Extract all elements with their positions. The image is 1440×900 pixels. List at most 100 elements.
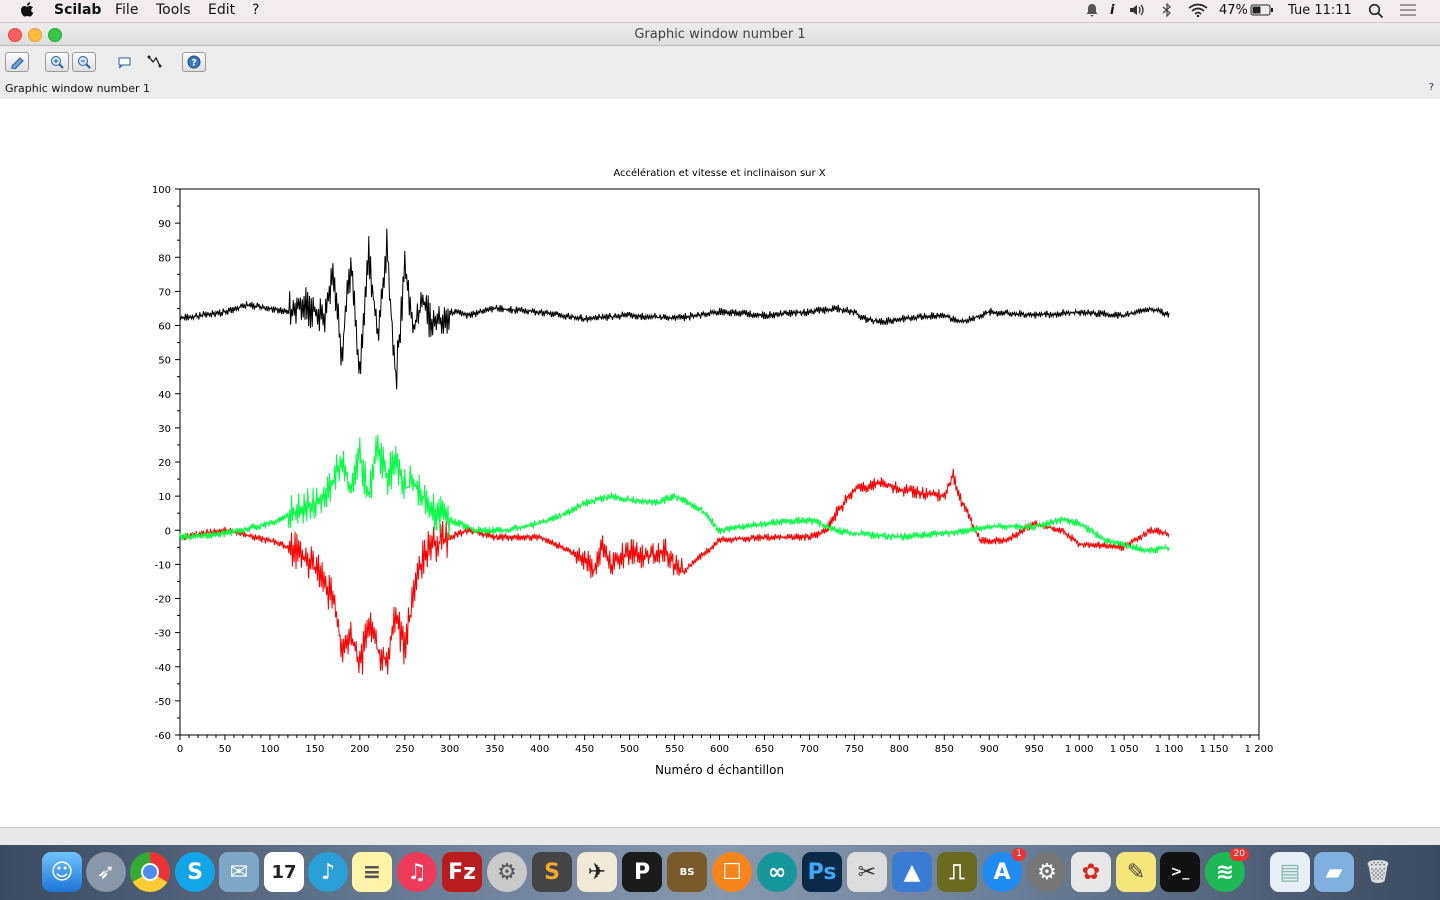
ibooks-icon[interactable]: ☐ (712, 852, 752, 892)
documents-stack-icon[interactable]: ▤ (1270, 852, 1310, 892)
y-tick-label: 60 (158, 322, 171, 333)
x-tick-label: 150 (305, 744, 324, 755)
bioshock-icon[interactable]: BS (667, 852, 707, 892)
notification-icon[interactable] (1085, 3, 1099, 21)
apple-icon[interactable] (20, 2, 34, 22)
y-tick-label: -40 (155, 663, 171, 674)
window-label: Graphic window number 1 (5, 82, 150, 95)
x-tick-label: 200 (350, 744, 369, 755)
music-icon[interactable]: ♫ (397, 852, 437, 892)
zoom-out-icon (78, 56, 91, 69)
rotate-button[interactable] (5, 52, 29, 72)
applications-folder-icon[interactable]: ▰ (1314, 852, 1354, 892)
x-tick-label: 0 (177, 744, 183, 755)
skype-icon[interactable]: S (175, 852, 215, 892)
y-tick-label: -50 (155, 697, 171, 708)
serial-cable-icon[interactable]: ⎍ (937, 852, 977, 892)
x-axis-label: Numéro d échantillon (655, 763, 784, 777)
y-tick-label: 90 (158, 219, 171, 230)
series-inclination-line (179, 434, 1170, 554)
battery-icon[interactable] (1250, 3, 1274, 21)
system-preferences-icon[interactable]: ⚙ (1027, 852, 1067, 892)
bluetooth-icon[interactable] (1161, 2, 1173, 21)
plex-icon[interactable]: P (622, 852, 662, 892)
spotlight-search-icon[interactable] (1368, 3, 1384, 23)
menu-tools[interactable]: Tools (156, 2, 191, 18)
clock[interactable]: Tue 11:11 (1288, 3, 1352, 18)
filezilla-icon[interactable]: Fz (442, 852, 482, 892)
x-tick-label: 650 (755, 744, 774, 755)
chrome-icon[interactable] (130, 852, 170, 892)
y-tick-label: 80 (158, 253, 171, 264)
y-tick-label: 40 (158, 390, 171, 401)
x-tick-label: 400 (530, 744, 549, 755)
notification-center-icon[interactable] (1398, 3, 1418, 21)
popcorn-icon[interactable]: ✿ (1071, 852, 1111, 892)
editor-button[interactable] (146, 54, 164, 74)
window-title: Graphic window number 1 (634, 27, 806, 42)
wifi-icon[interactable] (1188, 3, 1208, 21)
rotate-icon (11, 57, 24, 69)
info-icon[interactable]: i (1110, 3, 1115, 18)
x-tick-label: 800 (890, 744, 909, 755)
datatip-icon (118, 57, 131, 69)
x-tick-label: 750 (845, 744, 864, 755)
trash-icon[interactable]: 🗑 (1364, 859, 1392, 885)
photoshop-icon[interactable]: Ps (802, 852, 842, 892)
notes-icon[interactable]: ≡ (352, 852, 392, 892)
help-button[interactable]: ? (182, 52, 206, 72)
preview-icon[interactable]: ✉ (219, 852, 259, 892)
window-titlebar[interactable] (0, 23, 1440, 46)
system-preferences-gear-icon[interactable]: ⚙ (487, 852, 527, 892)
chart-canvas: Accélération et vitesse et inclinaison s… (152, 167, 1273, 777)
x-tick-label: 300 (440, 744, 459, 755)
menu-file[interactable]: File (115, 2, 139, 18)
y-tick-label: 0 (165, 526, 171, 537)
zoom-in-button[interactable] (45, 52, 69, 72)
y-tick-label: 100 (152, 185, 171, 196)
spotify-icon[interactable]: ≋ 20 (1205, 848, 1249, 892)
itunes-old-icon[interactable]: ♪ (308, 852, 348, 892)
x-tick-label: 50 (219, 744, 232, 755)
x-tick-label: 900 (980, 744, 999, 755)
minimize-button[interactable] (28, 28, 42, 42)
zoom-out-button[interactable] (72, 52, 96, 72)
y-tick-label: 10 (158, 492, 171, 503)
menu-edit[interactable]: Edit (208, 2, 236, 18)
plot-frame (179, 188, 1260, 736)
datatip-button[interactable] (116, 54, 134, 74)
arduino-icon[interactable]: ∞ (757, 852, 797, 892)
maximize-button[interactable] (48, 28, 62, 42)
close-button[interactable] (8, 28, 22, 42)
stickies-icon[interactable]: ✎ (1116, 852, 1156, 892)
finder-icon[interactable]: ☺ (42, 852, 82, 892)
keynote-icon[interactable]: ▲ (892, 852, 932, 892)
help-link[interactable]: ? (1428, 82, 1434, 93)
cyberduck-bird-icon[interactable]: ✈ (577, 852, 617, 892)
sublime-text-icon[interactable]: S (532, 852, 572, 892)
editor-icon (147, 55, 162, 68)
x-tick-label: 700 (800, 744, 819, 755)
help-icon: ? (187, 55, 201, 69)
x-tick-label: 600 (710, 744, 729, 755)
series-velocity-line (179, 468, 1170, 675)
series-acceleration-line (179, 228, 1170, 390)
app-menu[interactable]: Scilab (54, 2, 102, 18)
x-tick-label: 1 100 (1155, 744, 1184, 755)
y-tick-label: -10 (155, 560, 171, 571)
x-tick-label: 550 (665, 744, 684, 755)
zoom-in-icon (51, 56, 64, 69)
window-label-bar (0, 82, 1440, 99)
calendar-icon[interactable]: 17 (264, 852, 304, 892)
launchpad-icon[interactable]: ➶ (86, 852, 126, 892)
battery-percent: 47% (1219, 3, 1248, 18)
x-tick-label: 850 (935, 744, 954, 755)
volume-icon[interactable] (1128, 3, 1146, 21)
y-tick-label: -30 (155, 629, 171, 640)
menu-help[interactable]: ? (252, 2, 260, 18)
final-cut-clapper-icon[interactable]: ✂ (847, 852, 887, 892)
y-tick-label: 30 (158, 424, 171, 435)
chart-title: Accélération et vitesse et inclinaison s… (613, 167, 825, 179)
terminal-icon[interactable]: >_ (1160, 852, 1200, 892)
